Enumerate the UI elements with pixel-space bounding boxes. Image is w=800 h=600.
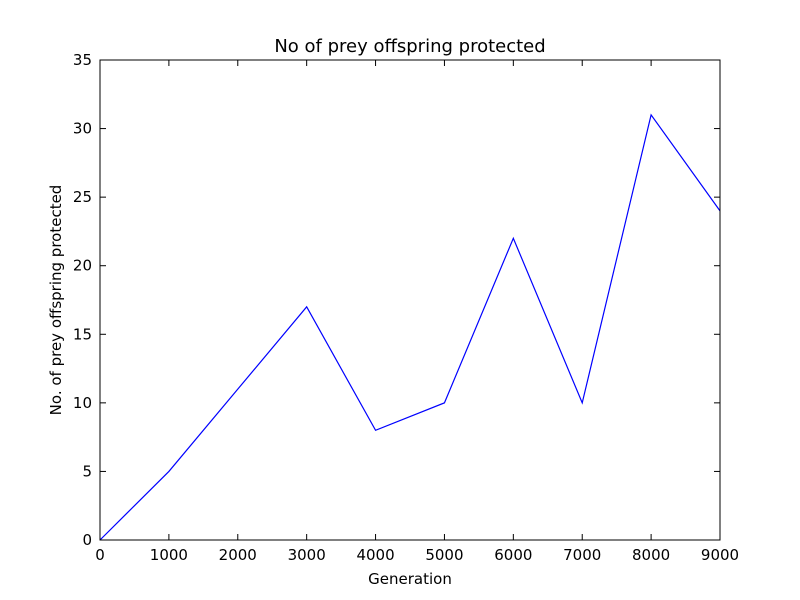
- x-tick-label: 6000: [494, 546, 532, 564]
- y-axis: 0 5 10 15 20 25 30 35: [73, 51, 720, 549]
- x-tick-label: 8000: [632, 546, 670, 564]
- x-tick-label: 1000: [150, 546, 188, 564]
- x-tick-label: 9000: [701, 546, 739, 564]
- series-line-0: [99, 113, 721, 541]
- y-tick-label: 15: [73, 325, 92, 343]
- x-tick-label: 2000: [219, 546, 257, 564]
- y-tick-label: 0: [82, 531, 92, 549]
- x-axis-label: Generation: [368, 570, 452, 588]
- series-group: [99, 113, 721, 541]
- y-axis-label: No. of prey offspring protected: [47, 185, 65, 416]
- x-tick-label: 7000: [563, 546, 601, 564]
- y-tick-label: 10: [73, 394, 92, 412]
- y-tick-label: 30: [73, 120, 92, 138]
- y-tick-label: 5: [82, 462, 92, 480]
- x-tick-label: 5000: [425, 546, 463, 564]
- x-tick-label: 4000: [356, 546, 394, 564]
- x-tick-label: 3000: [288, 546, 326, 564]
- y-tick-label: 25: [73, 188, 92, 206]
- chart-title: No of prey offspring protected: [274, 36, 545, 57]
- x-tick-label: 0: [95, 546, 105, 564]
- x-axis: 0 1000 2000 3000 4000 5000 6000 7000 8000 9000: [95, 60, 739, 564]
- y-tick-label: 20: [73, 257, 92, 275]
- y-tick-label: 35: [73, 51, 92, 69]
- plot-frame: [99, 59, 721, 541]
